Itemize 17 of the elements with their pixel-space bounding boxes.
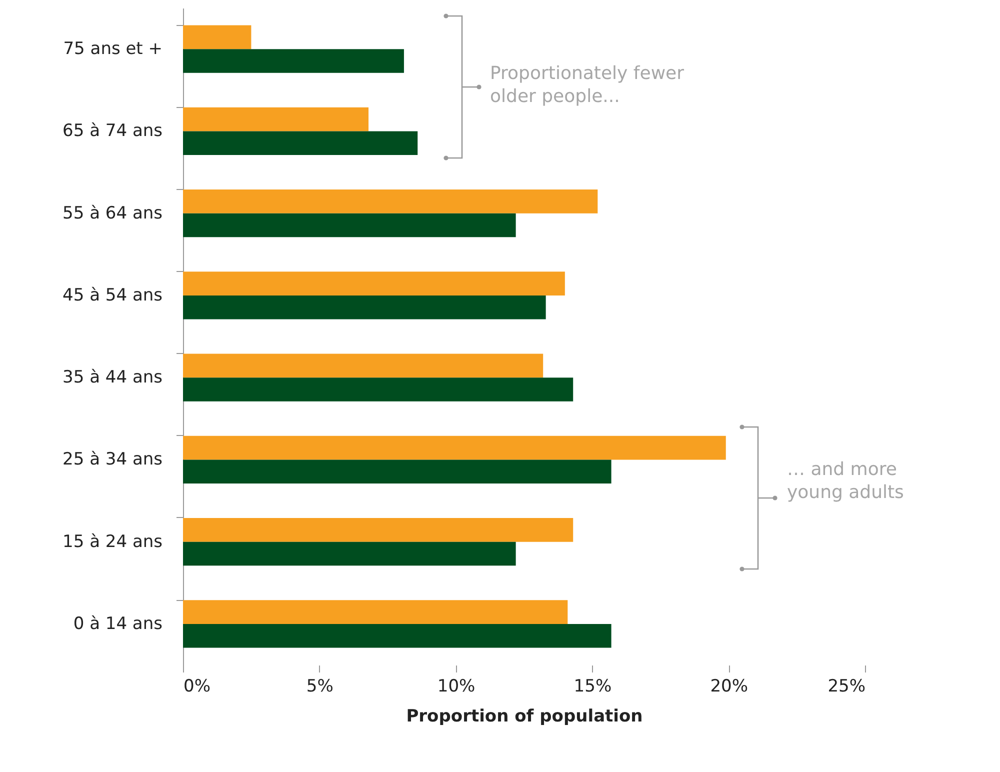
x-tick-label: 10% [437, 676, 476, 696]
y-tick-label: 55 à 64 ans [62, 203, 163, 224]
y-tick-label: 0 à 14 ans [73, 614, 163, 634]
y-tick-label: 35 à 44 ans [62, 368, 163, 388]
annotation: Proportionately fewer older people... [490, 62, 686, 108]
y-tick-label: 25 à 34 ans [62, 450, 163, 470]
x-tick-label: 25% [828, 676, 866, 696]
x-axis-title: Proportion of population [406, 706, 643, 726]
x-tick-label: 0% [184, 676, 210, 696]
y-tick-label: 15 à 24 ans [62, 532, 163, 552]
y-tick-label: 45 à 54 ans [62, 285, 163, 306]
x-tick-label: 20% [710, 676, 748, 696]
x-tick-label: 5% [306, 676, 334, 696]
y-tick-label: 65 à 74 ans [62, 121, 163, 142]
annotation: … and more young adults [787, 458, 905, 504]
x-tick-label: 15% [574, 676, 612, 696]
y-tick-label: 75 ans et + [63, 39, 162, 60]
